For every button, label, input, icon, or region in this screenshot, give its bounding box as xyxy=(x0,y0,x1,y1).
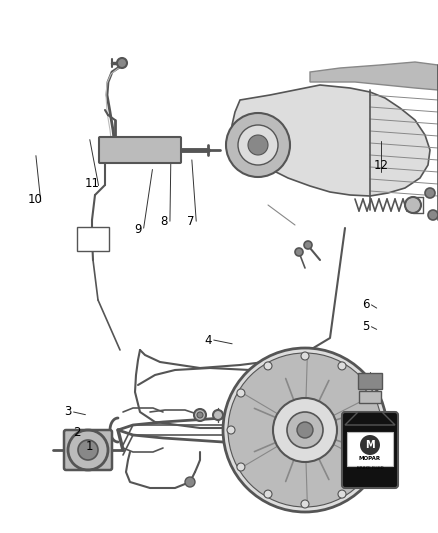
FancyBboxPatch shape xyxy=(342,412,398,488)
Circle shape xyxy=(213,410,223,420)
Text: BRAKE FLUID: BRAKE FLUID xyxy=(357,466,383,470)
Circle shape xyxy=(78,440,98,460)
Text: 11: 11 xyxy=(85,177,99,190)
Circle shape xyxy=(223,348,387,512)
Text: 3: 3 xyxy=(64,405,71,418)
Text: 8: 8 xyxy=(161,215,168,228)
Circle shape xyxy=(301,352,309,360)
FancyBboxPatch shape xyxy=(358,373,382,389)
Circle shape xyxy=(297,422,313,438)
Polygon shape xyxy=(232,85,430,196)
Circle shape xyxy=(228,353,382,507)
Circle shape xyxy=(264,490,272,498)
Polygon shape xyxy=(345,412,395,425)
Text: M: M xyxy=(365,440,375,450)
Circle shape xyxy=(248,135,268,155)
Circle shape xyxy=(375,426,383,434)
Circle shape xyxy=(237,463,245,471)
Polygon shape xyxy=(310,62,438,90)
Text: 6: 6 xyxy=(362,298,370,311)
Circle shape xyxy=(428,210,438,220)
Circle shape xyxy=(238,125,278,165)
FancyBboxPatch shape xyxy=(77,227,109,251)
Text: 12: 12 xyxy=(374,159,389,172)
Text: 10: 10 xyxy=(28,193,42,206)
Circle shape xyxy=(226,113,290,177)
Circle shape xyxy=(405,197,421,213)
Circle shape xyxy=(194,409,206,421)
FancyBboxPatch shape xyxy=(347,432,393,466)
Circle shape xyxy=(295,248,303,256)
Circle shape xyxy=(227,426,235,434)
Text: 1: 1 xyxy=(86,440,94,453)
Circle shape xyxy=(365,463,373,471)
Circle shape xyxy=(185,477,195,487)
Circle shape xyxy=(237,389,245,397)
Circle shape xyxy=(304,241,312,249)
Text: MOPAR: MOPAR xyxy=(359,456,381,461)
Circle shape xyxy=(273,398,337,462)
Circle shape xyxy=(117,58,127,68)
Circle shape xyxy=(338,490,346,498)
Circle shape xyxy=(365,389,373,397)
Circle shape xyxy=(264,362,272,370)
Circle shape xyxy=(197,412,203,418)
Text: 2: 2 xyxy=(73,426,81,439)
Circle shape xyxy=(338,362,346,370)
Text: 9: 9 xyxy=(134,223,142,236)
Circle shape xyxy=(301,500,309,508)
FancyBboxPatch shape xyxy=(64,430,112,470)
Text: 5: 5 xyxy=(362,320,369,333)
FancyBboxPatch shape xyxy=(99,137,181,163)
Circle shape xyxy=(360,435,380,455)
Circle shape xyxy=(287,412,323,448)
Text: 4: 4 xyxy=(204,334,212,346)
Circle shape xyxy=(425,188,435,198)
FancyBboxPatch shape xyxy=(359,391,381,403)
Text: 7: 7 xyxy=(187,215,194,228)
